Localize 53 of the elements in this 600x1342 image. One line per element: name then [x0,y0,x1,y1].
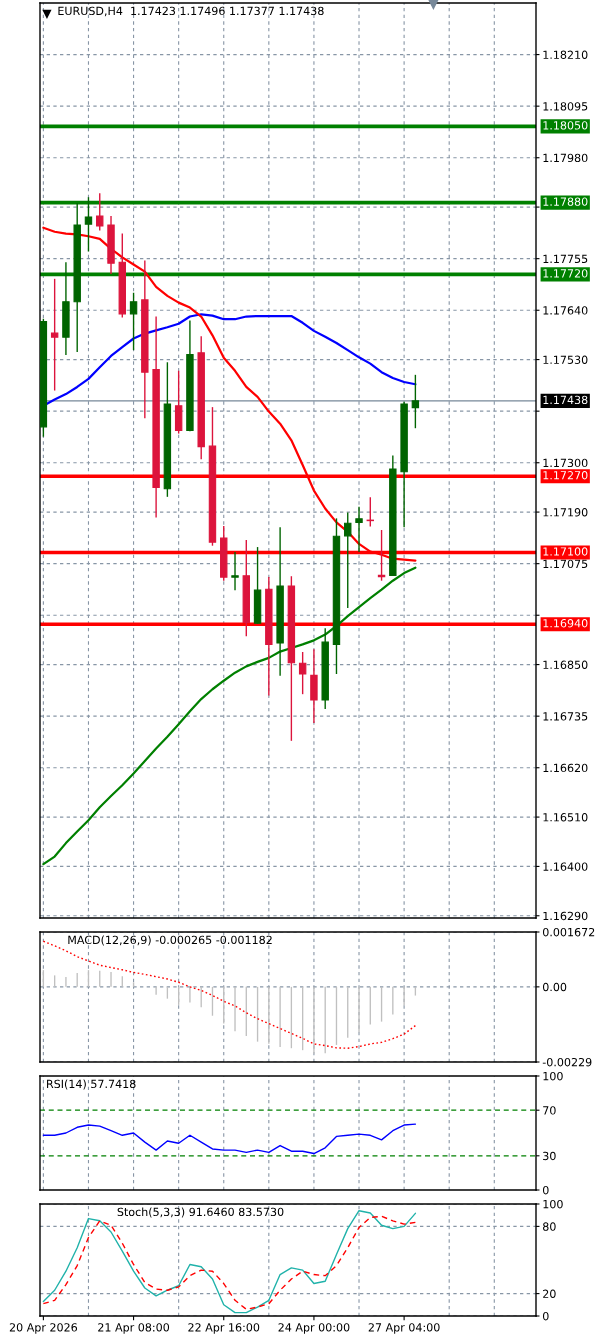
y-tick-label: 1.17300 [543,458,588,468]
y-tick-label: 1.17530 [543,355,588,364]
line-series [42,566,417,866]
candlestick [96,192,104,232]
line-series [42,1123,417,1155]
y-tick-label: 1.17640 [543,306,588,315]
y-tick-label: 20 [543,1289,556,1298]
y-tick-label: 1.16850 [543,660,588,669]
chart-title: MACD(12,26,9) -0.000265 -0.001182 [68,935,272,946]
y-tick-label: 1.16400 [543,862,588,871]
y-tick-label: 80 [543,1222,556,1231]
y-tick-label: 0.001672 [542,927,595,937]
y-tick-label: 1.16620 [543,763,588,773]
ref-line-label: 1.18050 [543,121,588,130]
candlestick [84,196,93,253]
y-tick-label: 100 [543,1199,563,1209]
candlestick [50,278,59,392]
y-tick-label: 1.18095 [543,102,588,111]
y-tick-label: 0 [542,1311,549,1321]
candlestick [231,551,239,591]
y-tick-label: 1.16510 [543,813,588,822]
y-tick-label: 0.00 [542,982,567,992]
candlestick [355,506,363,553]
y-tick-label: -0.00229 [542,1057,592,1067]
candlestick [344,511,352,609]
y-tick-label: 30 [543,1151,556,1161]
y-tick-label: 100 [543,1071,563,1081]
y-tick-label: 0 [542,1185,549,1195]
ref-line-label: 1.17100 [543,547,588,556]
chart-title: EURUSD,H4 1.17423 1.17496 1.17377 1.17438 [58,6,324,17]
y-tick-label: 1.17075 [543,559,588,569]
candlestick [411,374,420,429]
candlestick [298,651,307,695]
y-tick-label: 1.17980 [543,153,588,163]
y-tick-label: 1.16735 [543,712,588,721]
candlestick [129,292,138,351]
ref-line-label: 1.17880 [543,197,588,206]
chart-title: RSI(14) 57.7418 [47,1079,136,1090]
x-tick-label: 24 Apr 00:00 [278,1323,350,1334]
y-tick-label: 1.17755 [543,254,588,264]
x-tick-label: 21 Apr 08:00 [98,1323,170,1334]
ref-line-label: 1.17438 [543,395,588,405]
x-tick-label: 22 Apr 16:00 [188,1323,260,1334]
x-tick-label: 20 Apr 2026 [9,1323,78,1334]
y-tick-label: 1.18210 [543,50,588,59]
ref-line-label: 1.17720 [543,269,588,278]
y-tick-label: 1.17190 [543,508,588,517]
y-tick-label: 70 [543,1106,556,1115]
ref-line-label: 1.16940 [543,619,588,628]
x-tick-label: 27 Apr 04:00 [368,1323,440,1334]
ref-line-label: 1.17270 [543,471,588,480]
y-tick-label: 1.16290 [543,911,588,921]
chart-title: Stoch(5,3,3) 91.6460 83.5730 [117,1207,284,1218]
